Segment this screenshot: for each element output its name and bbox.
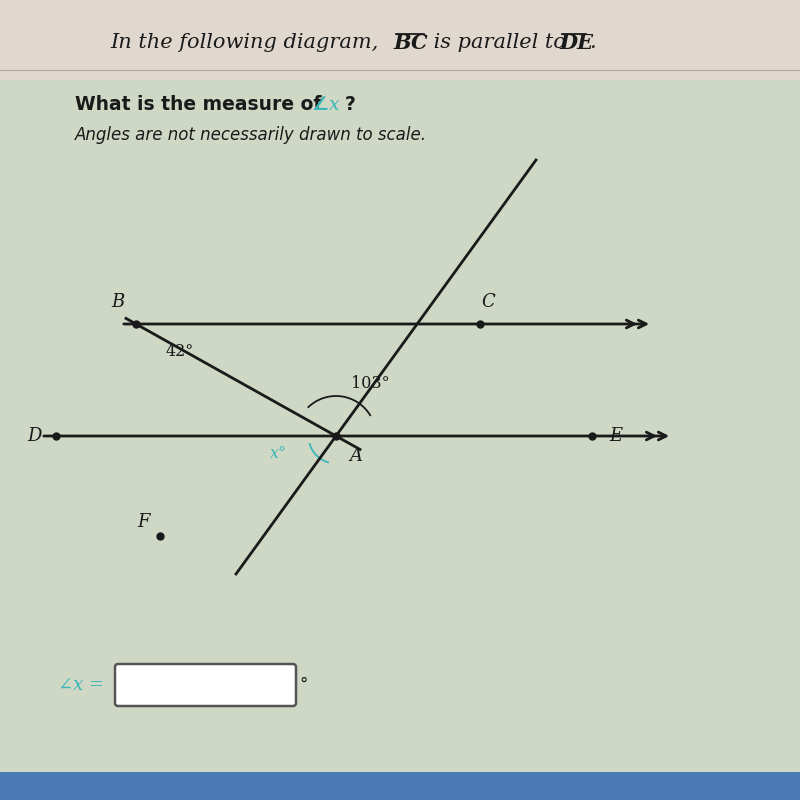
Text: x: x [329, 96, 340, 114]
FancyBboxPatch shape [0, 0, 800, 80]
Text: A: A [350, 447, 362, 465]
Text: C: C [481, 293, 495, 311]
Text: is parallel to: is parallel to [427, 34, 573, 53]
Text: D: D [27, 427, 41, 445]
Text: E: E [610, 427, 622, 445]
Text: ∠x =: ∠x = [58, 676, 104, 694]
Text: 103°: 103° [351, 375, 390, 393]
Text: Angles are not necessarily drawn to scale.: Angles are not necessarily drawn to scal… [75, 126, 427, 144]
Text: B: B [111, 293, 125, 311]
Text: 42°: 42° [166, 343, 194, 361]
Text: .: . [589, 34, 596, 53]
Text: In the following diagram,: In the following diagram, [110, 34, 385, 53]
FancyBboxPatch shape [0, 772, 800, 800]
Text: ?: ? [345, 95, 356, 114]
FancyBboxPatch shape [115, 664, 296, 706]
Text: x°: x° [270, 446, 286, 462]
Text: °: ° [299, 676, 307, 694]
Text: BC: BC [393, 33, 428, 53]
Text: ∠: ∠ [312, 95, 329, 114]
Text: What is the measure of: What is the measure of [75, 95, 328, 114]
Text: F: F [138, 513, 150, 531]
Text: DE: DE [559, 33, 593, 53]
